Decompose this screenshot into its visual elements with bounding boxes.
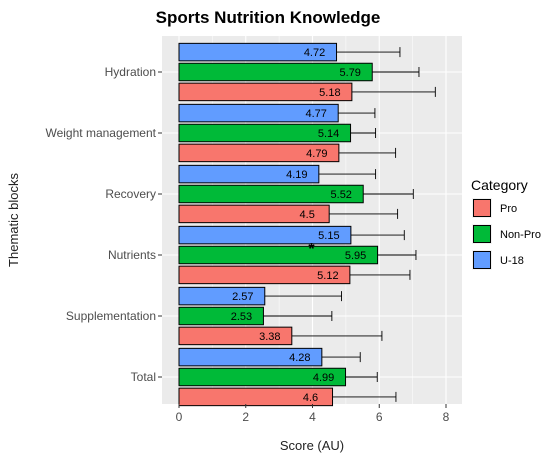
x-axis-label: Score (AU) <box>280 438 344 453</box>
data-label: 4.6 <box>303 392 318 404</box>
data-label: 4.99 <box>313 372 334 384</box>
legend: Category Pro Non-Pro U-18 <box>471 177 541 270</box>
y-tick-label: Hydration <box>105 65 156 79</box>
data-label: 5.52 <box>331 189 352 201</box>
y-axis-label: Thematic blocks <box>6 173 21 267</box>
x-tick-label: 6 <box>376 410 383 424</box>
data-label: 3.38 <box>259 331 280 343</box>
x-tick-label: 4 <box>309 410 316 424</box>
data-label: 5.14 <box>318 128 339 140</box>
data-label: 2.53 <box>231 311 252 323</box>
y-tick-label: Recovery <box>105 187 156 201</box>
x-tick-label: 0 <box>176 410 183 424</box>
data-label: 4.77 <box>305 108 326 120</box>
bar <box>178 184 364 204</box>
data-label: 4.28 <box>289 352 310 364</box>
legend-title: Category <box>471 177 528 193</box>
y-axis-ticks: Hydration Weight management Recovery Nutrie… <box>45 65 162 384</box>
legend-swatch <box>473 225 491 243</box>
data-label: 5.15 <box>318 230 339 242</box>
data-label: 5.18 <box>319 87 340 99</box>
data-label: 5.12 <box>317 270 338 282</box>
legend-label: U-18 <box>500 255 524 267</box>
chart-title: Sports Nutrition Knowledge <box>156 8 381 27</box>
y-tick-label: Supplementation <box>66 309 156 323</box>
bar <box>178 103 339 123</box>
legend-swatch <box>473 251 491 269</box>
legend-label: Non-Pro <box>500 229 541 241</box>
data-label: 5.79 <box>340 67 361 79</box>
x-tick-label: 8 <box>443 410 450 424</box>
y-tick-label: Weight management <box>45 126 156 140</box>
data-label: 4.79 <box>306 148 327 160</box>
x-tick-label: 2 <box>242 410 249 424</box>
significance-marker: * <box>308 241 315 258</box>
data-label: 4.72 <box>304 47 325 59</box>
legend-label: Pro <box>500 203 517 215</box>
legend-swatch <box>473 199 491 217</box>
data-label: 4.5 <box>300 209 315 221</box>
bars: 4.72 5.795.18 4.77 5.14 4.79 4.19 5.52 4.55.15 5… <box>178 42 436 407</box>
y-tick-label: Nutrients <box>108 248 156 262</box>
y-tick-label: Total <box>131 370 156 384</box>
data-label: 2.57 <box>232 291 253 303</box>
data-label: 4.19 <box>286 169 307 181</box>
data-label: 5.95 <box>345 250 366 262</box>
x-axis-ticks: 0 2 4 6 8 <box>176 404 450 424</box>
